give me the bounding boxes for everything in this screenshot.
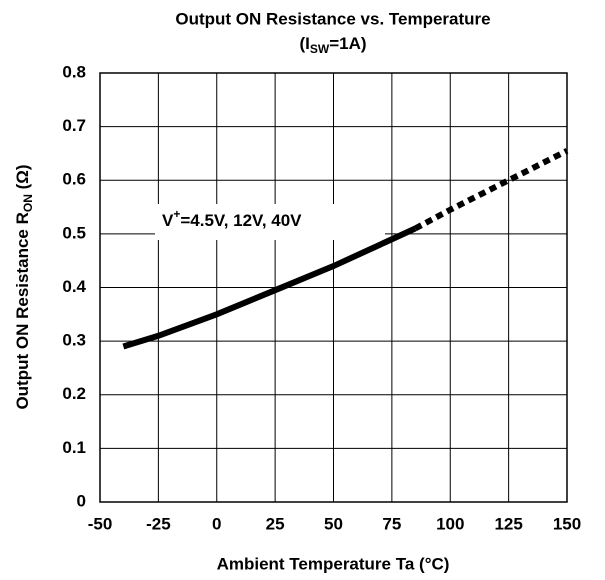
x-tick-label: 0 bbox=[212, 514, 221, 533]
annotation: V+=4.5V, 12V, 40V bbox=[162, 207, 302, 230]
x-axis-label: Ambient Temperature Ta (°C) bbox=[217, 554, 450, 573]
annotation-rest: =4.5V, 12V, 40V bbox=[180, 211, 302, 230]
annotation-box bbox=[155, 204, 385, 240]
annotation-sup: + bbox=[173, 207, 180, 221]
x-tick-label: 75 bbox=[382, 514, 401, 533]
y-tick-label: 0.4 bbox=[62, 277, 86, 296]
subtitle-rest: =1A) bbox=[329, 34, 366, 53]
x-tick-label: 100 bbox=[436, 514, 464, 533]
y-tick-label: 0.7 bbox=[62, 116, 86, 135]
x-tick-label: 50 bbox=[324, 514, 343, 533]
subtitle-main: (I bbox=[299, 34, 309, 53]
y-tick-label: 0.6 bbox=[62, 170, 86, 189]
y-label-main: Output ON Resistance R bbox=[13, 212, 32, 409]
y-tick-label: 0.2 bbox=[62, 384, 86, 403]
x-tick-label: 125 bbox=[494, 514, 522, 533]
y-label-rest: (Ω) bbox=[13, 164, 32, 194]
data-line bbox=[413, 148, 569, 232]
y-axis-label: Output ON Resistance RON (Ω) bbox=[13, 164, 35, 409]
x-tick-label: 150 bbox=[553, 514, 581, 533]
y-tick-label: 0.1 bbox=[62, 438, 86, 457]
y-tick-label: 0 bbox=[77, 491, 86, 510]
y-tick-label: 0.8 bbox=[62, 62, 86, 81]
subtitle-sub: SW bbox=[310, 42, 330, 56]
x-tick-label: 25 bbox=[266, 514, 285, 533]
chart-title: Output ON Resistance vs. Temperature bbox=[175, 9, 490, 28]
y-tick-label: 0.3 bbox=[62, 331, 86, 350]
y-label-sub: ON bbox=[21, 194, 35, 212]
annotation-main: V bbox=[162, 211, 174, 230]
x-tick-label: -50 bbox=[88, 514, 113, 533]
x-tick-label: -25 bbox=[146, 514, 171, 533]
y-tick-label: 0.5 bbox=[62, 223, 86, 242]
chart-subtitle: (ISW=1A) bbox=[299, 34, 366, 56]
data-line bbox=[122, 225, 417, 350]
